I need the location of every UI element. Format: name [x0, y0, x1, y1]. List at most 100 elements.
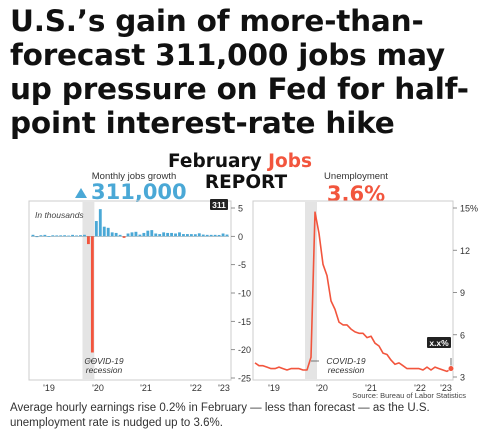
- unemployment-latest-label-box: [427, 337, 451, 348]
- jobs-bar: [110, 232, 114, 237]
- jobs-bar: [197, 233, 201, 237]
- jobs-bar: [31, 234, 35, 237]
- jobs-bar: [154, 233, 158, 237]
- jobs-bar: [51, 235, 55, 237]
- jobs-bar: [205, 234, 209, 237]
- graphic-title-part2: Jobs: [266, 151, 312, 172]
- jobs-bar: [209, 234, 213, 237]
- jobs-bar: [142, 232, 146, 237]
- jobs-x-tick-label: '20: [92, 383, 104, 393]
- jobs-bar: [193, 234, 197, 237]
- jobs-bar: [221, 233, 225, 237]
- headline: U.S.’s gain of more-than-forecast 311,00…: [10, 4, 469, 140]
- jobs-subtitle: Monthly jobs growth: [92, 171, 176, 182]
- jobs-bar: [71, 234, 75, 237]
- jobs-bar: [63, 235, 67, 237]
- unemployment-y-tick-label: 15%: [460, 204, 478, 214]
- jobs-bar: [182, 234, 185, 237]
- jobs-y-tick-label: -10: [238, 289, 251, 299]
- jobs-x-tick-label: '23: [218, 383, 230, 393]
- jobs-bar: [217, 234, 221, 237]
- unemployment-latest-label: x.x%: [429, 338, 449, 348]
- jobs-bar: [189, 234, 193, 237]
- unemployment-y-tick-label: 3: [460, 373, 465, 383]
- jobs-bar: [75, 235, 78, 237]
- jobs-bar: [98, 209, 102, 237]
- jobs-bar: [185, 234, 189, 237]
- jobs-bar: [130, 232, 134, 237]
- jobs-bar: [106, 227, 110, 237]
- unemployment-x-tick-label: '21: [365, 383, 377, 393]
- jobs-report-graphic: February Jobs REPORT Monthly jobs growth…: [28, 151, 478, 400]
- unemployment-x-tick-label: '22: [414, 383, 426, 393]
- unemployment-y-tick-label: 6: [460, 330, 465, 340]
- jobs-annotation-line2: recession: [86, 365, 123, 375]
- jobs-chart: In thousands 5 0 -5 -10 -15 -20 -25 311 COVID-19r…: [31, 199, 251, 393]
- jobs-bar: [67, 235, 71, 237]
- jobs-y-tick-label: -25: [238, 374, 251, 384]
- jobs-bar: [114, 232, 118, 237]
- jobs-y-tick-label: -20: [238, 345, 251, 355]
- jobs-annotation-line1: COVID-19: [84, 356, 123, 366]
- unemployment-y-tick-label: 9: [460, 288, 465, 298]
- unemployment-subtitle: Unemployment: [324, 171, 388, 182]
- jobs-bar: [118, 234, 122, 237]
- jobs-bar: [162, 232, 166, 237]
- jobs-bar: [146, 230, 150, 237]
- jobs-bar: [79, 235, 82, 237]
- unemployment-x-tick-label: '23: [440, 383, 452, 393]
- jobs-bar: [166, 232, 170, 237]
- jobs-bar: [47, 235, 51, 237]
- jobs-bar: [43, 234, 47, 237]
- jobs-latest-label: 311: [212, 200, 226, 210]
- jobs-bar: [94, 221, 98, 237]
- unemployment-annotation-line1: COVID-19: [326, 356, 365, 366]
- unemployment-headline-value: 3.6%: [327, 182, 385, 206]
- jobs-bar: [126, 233, 130, 237]
- caption: Average hourly earnings rise 0.2% in Feb…: [10, 402, 430, 429]
- jobs-bar: [86, 236, 90, 245]
- jobs-headline-value: 311,000: [91, 180, 187, 204]
- unemployment-x-tick-label: '19: [268, 383, 280, 393]
- jobs-bar: [35, 236, 39, 238]
- jobs-y-tick-label: 0: [238, 232, 243, 242]
- jobs-units-note: In thousands: [35, 210, 84, 220]
- jobs-bar: [102, 226, 106, 237]
- jobs-bar: [201, 234, 205, 237]
- jobs-bar: [59, 235, 63, 237]
- graphic-title: February Jobs: [168, 151, 312, 172]
- jobs-bar: [170, 232, 174, 237]
- jobs-bar: [213, 234, 217, 237]
- unemployment-panel: [252, 200, 454, 381]
- jobs-bar: [150, 230, 154, 237]
- jobs-bar: [83, 234, 86, 237]
- jobs-recession-shade: [82, 202, 95, 379]
- jobs-bar: [39, 235, 43, 237]
- graphic-title-part1: February: [168, 151, 268, 172]
- jobs-y-tick-label: -5: [238, 260, 246, 270]
- jobs-bar: [138, 234, 142, 237]
- graphic-title-line2: REPORT: [205, 172, 288, 193]
- jobs-y-tick-label: -15: [238, 317, 251, 327]
- jobs-bar: [134, 231, 138, 237]
- unemployment-end-point: [447, 365, 455, 372]
- jobs-bar: [158, 234, 162, 237]
- unemployment-series-line: [254, 211, 452, 373]
- jobs-latest-label-box: [210, 199, 228, 210]
- unemployment-x-tick-label: '20: [316, 383, 328, 393]
- up-arrow-icon: [75, 188, 87, 198]
- jobs-bar: [55, 235, 59, 237]
- jobs-x-tick-label: '21: [140, 383, 152, 393]
- jobs-bar: [178, 232, 181, 237]
- jobs-x-tick-label: '19: [43, 383, 55, 393]
- jobs-bar: [90, 236, 94, 353]
- unemployment-y-tick-label: 12: [460, 246, 470, 256]
- unemployment-annotation-line2: recession: [328, 365, 365, 375]
- jobs-bar: [225, 234, 229, 237]
- jobs-x-tick-label: '22: [190, 383, 202, 393]
- jobs-bar: [122, 236, 126, 238]
- jobs-y-tick-label: 5: [238, 204, 243, 214]
- source-note: Source: Bureau of Labor Statistics: [352, 391, 466, 400]
- jobs-bar: [174, 233, 177, 237]
